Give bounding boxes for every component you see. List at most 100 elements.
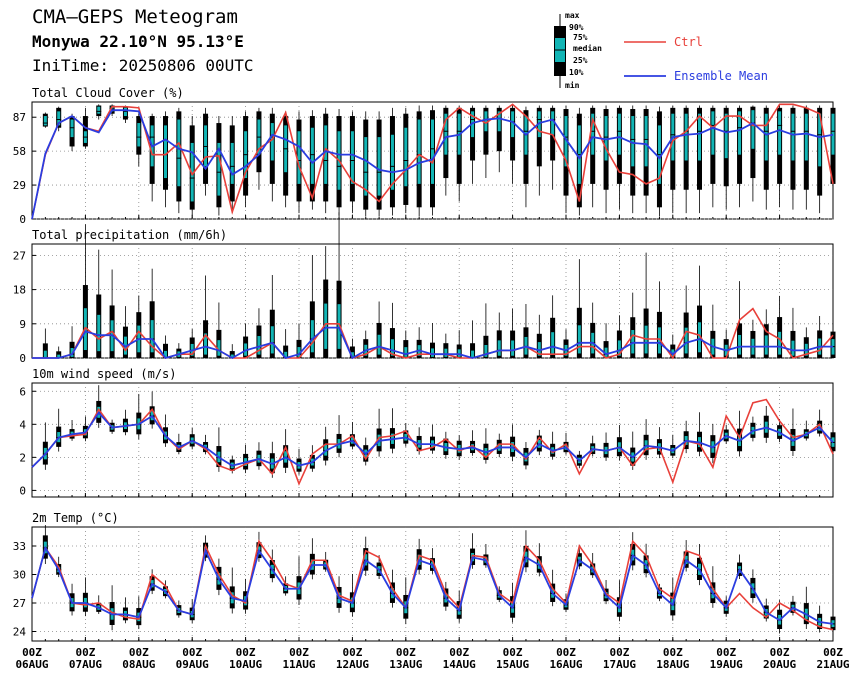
- box-inner: [390, 134, 394, 190]
- box-inner: [97, 106, 101, 114]
- box-plot: [176, 343, 182, 358]
- box-plot: [616, 105, 622, 210]
- x-date-label: 15AUG: [496, 658, 529, 671]
- box-plot: [817, 409, 823, 437]
- box-plot: [763, 405, 769, 443]
- x-hour-label: 00Z: [663, 646, 683, 659]
- box-plot: [122, 409, 128, 436]
- box-plot: [229, 116, 235, 214]
- box-plot: [683, 105, 689, 214]
- box-plot: [550, 295, 556, 358]
- box-plot: [96, 104, 102, 120]
- x-hour-label: 00Z: [129, 646, 149, 659]
- box-inner: [350, 131, 354, 184]
- box-plot: [203, 275, 209, 358]
- x-date-label: 10AUG: [229, 658, 262, 671]
- box-inner: [324, 125, 328, 184]
- box-plot: [336, 415, 342, 458]
- box-plot: [243, 111, 249, 208]
- x-date-label: 17AUG: [603, 658, 636, 671]
- panel-2: 10m wind speed (m/s) 0 2 4 6: [19, 367, 836, 498]
- panel-0: Total Cloud Cover (%) 0 29 58 87: [13, 86, 836, 226]
- box-inner: [644, 116, 648, 167]
- box-inner: [577, 325, 581, 354]
- box-plot: [149, 113, 155, 202]
- box-plot: [510, 105, 516, 184]
- x-axis-labels: 00Z06AUG00Z07AUG00Z08AUG00Z09AUG00Z10AUG…: [15, 646, 849, 671]
- box-plot: [229, 344, 235, 359]
- box-inner: [657, 327, 661, 354]
- x-hour-label: 00Z: [556, 646, 576, 659]
- box-inner: [70, 119, 74, 138]
- ctrl-series-line: [31, 103, 834, 220]
- box-plot: [349, 111, 355, 214]
- box-inner: [791, 113, 795, 161]
- box-key-label: 75%: [573, 33, 588, 42]
- box-plot: [243, 444, 249, 474]
- box-plot: [416, 327, 422, 358]
- box-plot: [136, 295, 142, 358]
- box-inner: [364, 137, 368, 196]
- box-inner: [791, 340, 795, 356]
- x-hour-label: 00Z: [823, 646, 843, 659]
- legend-ctrl-label: Ctrl: [674, 35, 703, 49]
- box-plot: [670, 105, 676, 214]
- box-inner: [484, 111, 488, 132]
- box-plot: [710, 423, 716, 464]
- box-plot: [189, 427, 195, 450]
- box-plot: [830, 105, 836, 208]
- box-plot: [283, 111, 289, 208]
- box-plot: [630, 292, 636, 358]
- x-date-label: 21AUG: [816, 658, 849, 671]
- box-inner: [738, 334, 742, 355]
- box-inner: [257, 336, 261, 355]
- x-hour-label: 00Z: [342, 646, 362, 659]
- box-plot: [323, 107, 329, 214]
- box-plot: [456, 105, 462, 202]
- box-plot: [443, 431, 449, 459]
- x-hour-label: 00Z: [182, 646, 202, 659]
- box-inner: [431, 119, 434, 184]
- box-inner: [297, 347, 301, 357]
- y-tick-label: 27: [13, 597, 26, 610]
- box-inner: [217, 142, 221, 196]
- box-plot: [790, 105, 796, 210]
- x-date-label: 18AUG: [656, 658, 689, 671]
- box-key-legend: max 90%75%median 25% 10% min: [554, 11, 602, 90]
- box-plot: [803, 105, 809, 210]
- box-inner: [457, 349, 461, 357]
- box-inner: [698, 322, 701, 353]
- box-inner: [604, 347, 608, 357]
- box-plot: [189, 116, 195, 217]
- y-tick-label: 30: [13, 569, 26, 582]
- box-plot: [603, 105, 609, 214]
- box-plot: [697, 544, 702, 586]
- y-tick-label: 29: [13, 179, 26, 192]
- box-plot: [697, 412, 702, 457]
- box-plot: [69, 419, 75, 441]
- box-inner: [164, 125, 167, 179]
- box-inner: [738, 111, 742, 155]
- box-plot: [363, 111, 369, 217]
- box-inner: [631, 116, 635, 167]
- box-plot: [376, 301, 382, 358]
- box-plot: [737, 105, 743, 208]
- box-plot: [109, 585, 115, 631]
- y-tick-label: 9: [19, 318, 26, 331]
- panel-1: Total precipitation (mm/6h) 0 9 18 27: [13, 212, 836, 365]
- box-inner: [230, 142, 234, 184]
- box-inner: [204, 333, 208, 355]
- x-hour-label: 00Z: [449, 646, 469, 659]
- panel-title: 2m Temp (°C): [32, 511, 119, 525]
- box-inner: [57, 111, 61, 126]
- x-hour-label: 00Z: [609, 646, 629, 659]
- panel-title: Total Cloud Cover (%): [32, 86, 184, 100]
- y-tick-label: 0: [19, 352, 26, 365]
- box-inner: [831, 113, 835, 155]
- box-inner: [764, 113, 768, 161]
- box-inner: [404, 347, 408, 357]
- box-inner: [751, 110, 755, 149]
- box-plot: [643, 419, 649, 460]
- x-date-label: 08AUG: [122, 658, 155, 671]
- box-plot: [470, 320, 476, 359]
